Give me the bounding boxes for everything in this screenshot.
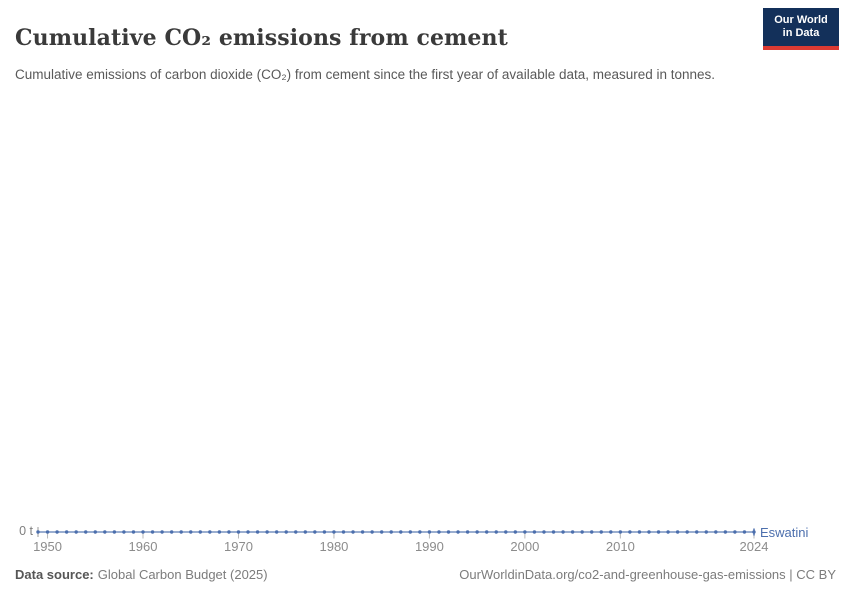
x-axis-tick-label: 1980 xyxy=(319,539,348,554)
data-point-1961 xyxy=(150,530,155,534)
data-point-2017 xyxy=(685,530,689,534)
data-point-1963 xyxy=(169,530,174,534)
data-point-2009 xyxy=(609,530,613,534)
data-point-1966 xyxy=(198,530,202,534)
data-point-2006 xyxy=(580,530,584,534)
series-entity-label[interactable]: Eswatini xyxy=(760,525,809,540)
data-point-1975 xyxy=(284,530,288,534)
data-point-1977 xyxy=(303,530,308,534)
data-point-1982 xyxy=(351,530,355,534)
data-point-1974 xyxy=(274,530,279,534)
data-point-1950 xyxy=(45,530,50,534)
data-point-1995 xyxy=(475,530,479,534)
x-axis-tick-label: 1960 xyxy=(129,539,158,554)
chart-footer: Data source: Global Carbon Budget (2025) … xyxy=(15,567,836,582)
data-point-1987 xyxy=(399,530,403,534)
data-point-1994 xyxy=(465,530,470,534)
x-axis-tick-label: 2000 xyxy=(510,539,539,554)
data-point-1956 xyxy=(103,530,107,534)
data-point-1969 xyxy=(227,530,231,534)
page-title: Cumulative CO₂ emissions from cement xyxy=(15,24,508,51)
data-point-1988 xyxy=(408,530,413,534)
data-point-2004 xyxy=(561,530,565,534)
data-point-1970 xyxy=(236,530,241,534)
data-point-1967 xyxy=(208,530,212,534)
data-point-2018 xyxy=(695,530,699,534)
data-point-1999 xyxy=(513,530,518,534)
data-point-1991 xyxy=(437,530,441,534)
owid-logo[interactable]: Our World in Data xyxy=(763,8,839,50)
data-point-1955 xyxy=(93,530,97,534)
x-axis-tick-label: 1990 xyxy=(415,539,444,554)
data-point-2010 xyxy=(618,530,623,534)
data-point-1983 xyxy=(360,530,365,534)
data-source-value: Global Carbon Budget (2025) xyxy=(97,567,268,582)
data-point-2020 xyxy=(714,530,718,534)
data-point-2023 xyxy=(742,530,747,534)
data-point-2008 xyxy=(599,530,603,534)
data-point-2011 xyxy=(628,530,632,534)
data-point-2005 xyxy=(570,530,575,534)
data-point-1957 xyxy=(112,530,117,534)
data-point-1989 xyxy=(418,530,422,534)
chart-canvas[interactable]: 1950 1960 1970 1980 1990 2000 2010 2024 xyxy=(0,500,850,560)
data-point-1981 xyxy=(341,530,346,534)
x-axis-tick-label: 2010 xyxy=(606,539,635,554)
data-point-1972 xyxy=(255,530,260,534)
x-axis-tick-label: 2024 xyxy=(740,539,769,554)
data-point-1986 xyxy=(389,530,393,534)
data-point-1976 xyxy=(294,530,298,534)
data-point-1979 xyxy=(322,530,327,534)
data-point-2007 xyxy=(590,530,594,534)
data-point-1954 xyxy=(84,530,88,534)
data-point-2016 xyxy=(675,530,680,534)
data-point-2022 xyxy=(733,530,737,534)
data-point-1971 xyxy=(246,530,250,534)
data-point-1960 xyxy=(141,530,145,534)
data-point-1993 xyxy=(456,530,460,534)
data-point-2001 xyxy=(532,530,537,534)
data-point-2021 xyxy=(723,530,728,534)
data-point-1984 xyxy=(370,530,374,534)
data-point-1978 xyxy=(313,530,317,534)
data-point-1959 xyxy=(131,530,136,534)
data-point-1952 xyxy=(64,530,69,534)
x-axis-tick-label: 1950 xyxy=(33,539,62,554)
data-point-1998 xyxy=(504,530,508,534)
data-point-1992 xyxy=(446,530,451,534)
chart-subtitle: Cumulative emissions of carbon dioxide (… xyxy=(15,66,716,82)
data-point-1985 xyxy=(379,530,384,534)
data-point-2015 xyxy=(666,530,670,534)
data-point-1964 xyxy=(179,530,183,534)
data-point-2012 xyxy=(637,530,642,534)
data-point-1990 xyxy=(427,530,432,534)
owid-logo-line1: Our World xyxy=(774,14,828,26)
data-point-2019 xyxy=(704,530,708,534)
data-point-1965 xyxy=(189,530,193,534)
data-point-1980 xyxy=(332,530,336,534)
data-point-2014 xyxy=(656,530,661,534)
data-point-1962 xyxy=(160,530,164,534)
data-point-1951 xyxy=(55,530,59,534)
data-point-2002 xyxy=(542,530,546,534)
y-axis-zero-label: 0 t xyxy=(19,524,33,538)
data-point-2003 xyxy=(551,530,556,534)
data-point-2013 xyxy=(647,530,651,534)
data-source-label: Data source: xyxy=(15,567,94,582)
data-point-1958 xyxy=(122,530,126,534)
data-point-2000 xyxy=(523,530,527,534)
data-point-1949 xyxy=(36,530,40,534)
data-source-note: Data source: Global Carbon Budget (2025) xyxy=(15,567,268,582)
credit-link[interactable]: OurWorldinData.org/co2-and-greenhouse-ga… xyxy=(459,567,836,582)
data-point-1973 xyxy=(265,530,269,534)
data-point-1996 xyxy=(484,530,489,534)
data-point-1997 xyxy=(494,530,498,534)
data-point-1953 xyxy=(74,530,78,534)
owid-logo-line2: in Data xyxy=(782,27,820,40)
data-point-1968 xyxy=(217,530,222,534)
x-axis-tick-label: 1970 xyxy=(224,539,253,554)
